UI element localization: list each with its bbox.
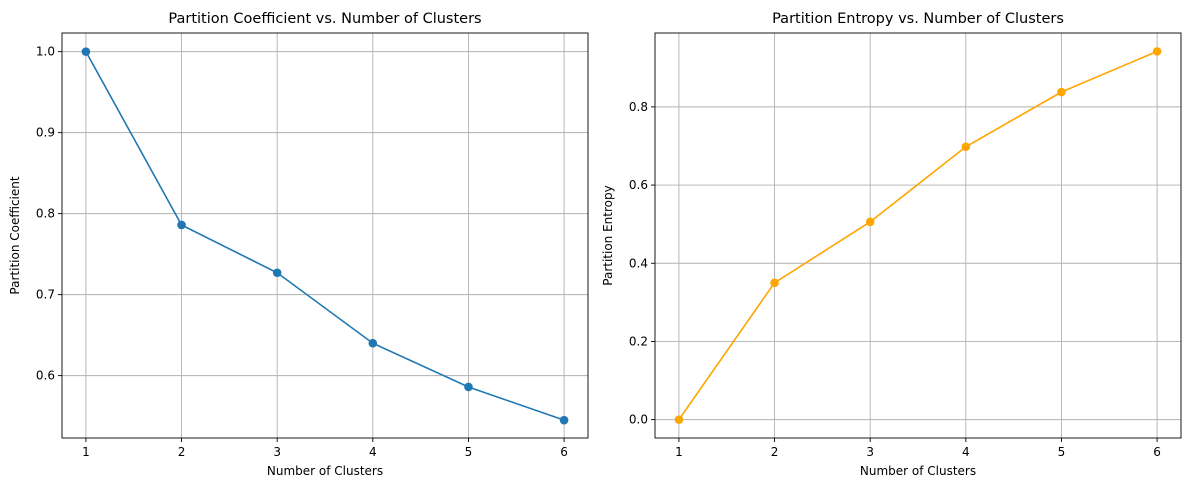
chart-title: Partition Entropy vs. Number of Clusters [772, 11, 1064, 27]
data-point [368, 338, 378, 348]
chart-title: Partition Coefficient vs. Number of Clus… [168, 11, 481, 27]
data-point [1057, 87, 1066, 97]
data-point [272, 268, 282, 278]
y-tick-label: 0.9 [36, 126, 55, 140]
y-tick-label: 0.7 [36, 288, 55, 302]
x-tick-label: 5 [465, 445, 473, 459]
y-tick-label: 0.8 [629, 100, 648, 114]
data-point [559, 415, 569, 425]
data-point [1152, 47, 1162, 56]
x-tick-label: 2 [178, 445, 186, 459]
x-axis-label: Number of Clusters [267, 464, 383, 478]
data-point [770, 278, 779, 288]
x-tick-label: 1 [675, 445, 683, 459]
series-line [85, 51, 565, 421]
x-tick-label: 3 [866, 445, 874, 459]
x-tick-label: 2 [771, 445, 779, 459]
x-tick-label: 5 [1058, 445, 1066, 459]
plot-frame [654, 32, 1182, 439]
x-tick-label: 3 [273, 445, 281, 459]
y-tick-label: 1.0 [36, 45, 55, 59]
data-point [464, 382, 473, 392]
x-tick-label: 4 [962, 445, 970, 459]
chart-partition-entropy: 1 2 3 4 5 6 0.0 0.2 0.4 0.6 0.8 Partition Entropy v… [601, 11, 1182, 478]
data-point [865, 217, 875, 227]
data-point [674, 415, 684, 424]
data-point [961, 142, 971, 152]
x-axis-label: Number of Clusters [860, 464, 976, 478]
y-tick-label: 0.6 [36, 369, 55, 383]
plot-frame [61, 32, 589, 439]
y-tick-label: 0.4 [629, 256, 648, 270]
y-tick-label: 0.6 [629, 178, 648, 192]
chart-partition-coefficient: 1 2 3 4 5 6 0.6 0.7 0.8 0.9 1.0 Partition Coefficie… [8, 11, 589, 478]
series-line [678, 50, 1158, 421]
data-point [81, 47, 91, 56]
x-tick-label: 6 [560, 445, 568, 459]
y-axis-label: Partition Entropy [601, 185, 615, 285]
y-tick-label: 0.8 [36, 207, 55, 221]
x-tick-label: 1 [82, 445, 90, 459]
x-tick-label: 4 [369, 445, 377, 459]
y-axis-label: Partition Coefficient [8, 176, 22, 294]
y-tick-label: 0.2 [629, 334, 648, 348]
y-tick-label: 0.0 [629, 413, 648, 427]
x-tick-label: 6 [1153, 445, 1161, 459]
data-point [177, 220, 186, 230]
